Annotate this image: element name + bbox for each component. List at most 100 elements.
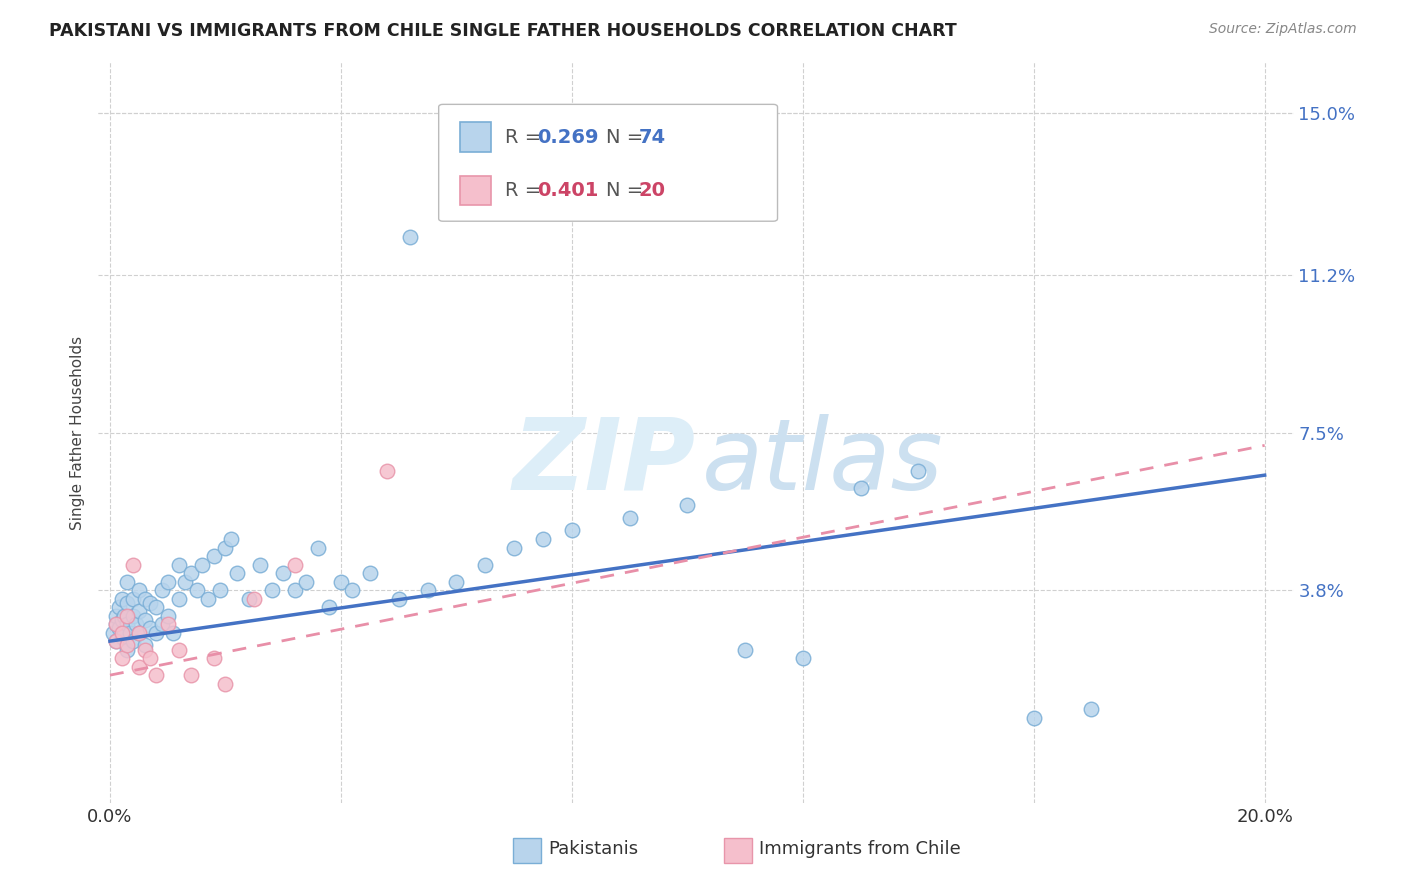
Point xyxy=(117,642,139,657)
Point xyxy=(104,617,127,632)
Point xyxy=(120,625,142,640)
Point xyxy=(104,617,127,632)
Point xyxy=(446,574,468,589)
Text: PAKISTANI VS IMMIGRANTS FROM CHILE SINGLE FATHER HOUSEHOLDS CORRELATION CHART: PAKISTANI VS IMMIGRANTS FROM CHILE SINGL… xyxy=(49,22,957,40)
Point xyxy=(117,639,139,653)
Point xyxy=(676,498,699,512)
Point xyxy=(110,651,132,665)
Text: Pakistanis: Pakistanis xyxy=(548,840,638,858)
Point xyxy=(284,582,307,597)
Point xyxy=(156,608,179,623)
Point xyxy=(104,608,127,623)
Point xyxy=(208,582,231,597)
Point xyxy=(134,613,156,627)
Point xyxy=(145,668,167,682)
Point xyxy=(619,510,641,524)
Point xyxy=(110,625,132,640)
Text: R =: R = xyxy=(505,181,547,200)
Point xyxy=(128,604,150,618)
Point xyxy=(329,574,352,589)
Point xyxy=(342,582,364,597)
Point xyxy=(112,608,135,623)
Point xyxy=(180,668,202,682)
Point xyxy=(110,630,132,644)
Point xyxy=(1022,711,1045,725)
Point xyxy=(117,574,139,589)
Y-axis label: Single Father Households: Single Father Households xyxy=(69,335,84,530)
Point xyxy=(416,582,439,597)
Point xyxy=(122,634,145,648)
Point xyxy=(150,617,173,632)
Point xyxy=(110,591,132,606)
Point xyxy=(122,558,145,572)
Point xyxy=(167,642,190,657)
Text: 20: 20 xyxy=(638,181,665,200)
Point xyxy=(284,558,307,572)
Text: 74: 74 xyxy=(638,128,665,146)
Point xyxy=(139,621,162,635)
Point xyxy=(128,625,150,640)
Point xyxy=(125,617,148,632)
Point xyxy=(104,634,127,648)
Point xyxy=(307,541,329,555)
Point xyxy=(388,591,411,606)
Point xyxy=(117,596,139,610)
Point xyxy=(849,481,872,495)
Text: ZIP: ZIP xyxy=(513,414,696,511)
Point xyxy=(249,558,271,572)
Point xyxy=(122,591,145,606)
Point xyxy=(128,625,150,640)
Point xyxy=(260,582,283,597)
Point xyxy=(145,625,167,640)
Point xyxy=(202,549,225,563)
Point xyxy=(561,524,583,538)
Point xyxy=(107,621,129,635)
Text: 0.269: 0.269 xyxy=(537,128,599,146)
Point xyxy=(117,617,139,632)
Point xyxy=(907,464,929,478)
Point xyxy=(197,591,219,606)
Point xyxy=(318,600,340,615)
Point xyxy=(243,591,266,606)
Point xyxy=(117,608,139,623)
Point xyxy=(531,532,554,546)
Text: R =: R = xyxy=(505,128,547,146)
Point xyxy=(162,625,184,640)
Point xyxy=(271,566,294,580)
Point xyxy=(167,558,190,572)
Point xyxy=(375,464,398,478)
Point xyxy=(474,558,496,572)
Text: 0.401: 0.401 xyxy=(537,181,599,200)
Point xyxy=(503,541,526,555)
Point xyxy=(101,625,124,640)
Point xyxy=(134,639,156,653)
Point xyxy=(202,651,225,665)
Point xyxy=(238,591,260,606)
Point xyxy=(295,574,318,589)
Point xyxy=(112,625,135,640)
Point xyxy=(1080,702,1102,716)
Point xyxy=(128,582,150,597)
Point xyxy=(399,230,422,244)
Text: N =: N = xyxy=(606,128,650,146)
Point xyxy=(734,642,756,657)
Point xyxy=(134,642,156,657)
Point xyxy=(359,566,381,580)
Point xyxy=(107,600,129,615)
Point xyxy=(191,558,214,572)
Text: Immigrants from Chile: Immigrants from Chile xyxy=(759,840,960,858)
Point xyxy=(104,634,127,648)
Point xyxy=(174,574,197,589)
Point xyxy=(134,591,156,606)
Point xyxy=(214,676,236,690)
Point xyxy=(145,600,167,615)
Point xyxy=(139,651,162,665)
Text: atlas: atlas xyxy=(702,414,943,511)
Point xyxy=(180,566,202,580)
Point xyxy=(792,651,814,665)
Point xyxy=(214,541,236,555)
Point xyxy=(150,582,173,597)
Point xyxy=(128,659,150,673)
Text: Source: ZipAtlas.com: Source: ZipAtlas.com xyxy=(1209,22,1357,37)
Point xyxy=(226,566,249,580)
